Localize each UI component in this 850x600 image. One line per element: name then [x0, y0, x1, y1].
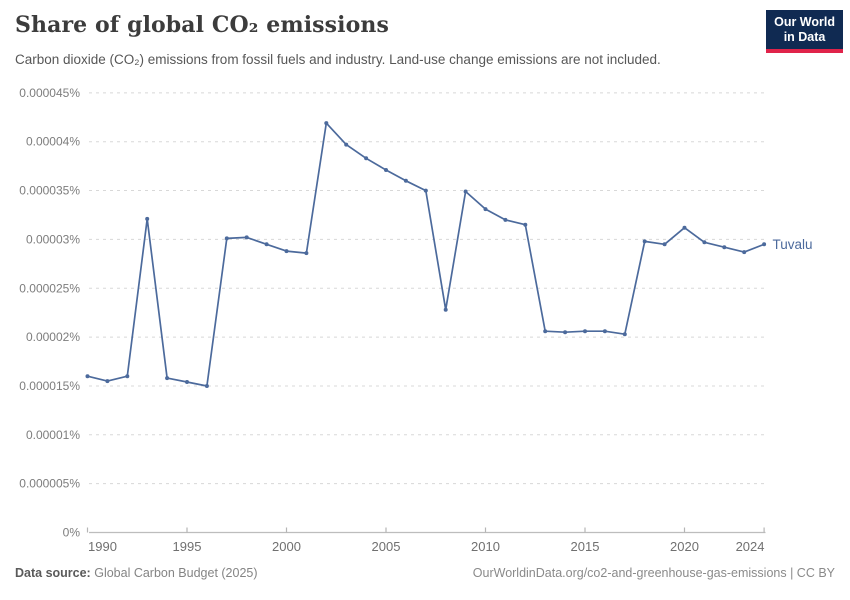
data-point-marker[interactable] [543, 329, 548, 334]
data-point-marker[interactable] [722, 245, 727, 250]
y-axis-labels: 0% 0.000005% 0.00001% 0.000015% 0.00002% 0.00… [19, 86, 80, 540]
data-point-marker[interactable] [662, 242, 667, 247]
series-tuvalu[interactable]: Tuvalu [85, 121, 813, 388]
y-tick-label: 0.00004% [26, 135, 80, 149]
y-tick-label: 0.000015% [19, 379, 80, 393]
chart-footer: Data source: Global Carbon Budget (2025)… [15, 566, 835, 580]
data-point-marker[interactable] [682, 225, 687, 230]
data-point-marker[interactable] [264, 242, 269, 247]
data-point-marker[interactable] [602, 329, 607, 334]
data-point-marker[interactable] [85, 374, 90, 379]
data-point-marker[interactable] [622, 332, 627, 337]
data-point-marker[interactable] [324, 121, 329, 126]
y-tick-label: 0.00003% [26, 232, 80, 246]
y-tick-label: 0.000045% [19, 86, 80, 100]
owid-logo-line1: Our World [774, 15, 835, 29]
y-tick-label: 0.000005% [19, 477, 80, 491]
series-line[interactable] [86, 122, 765, 387]
data-point-marker[interactable] [204, 384, 209, 388]
x-tick-label: 2020 [670, 539, 699, 554]
owid-logo-line2: in Data [783, 30, 826, 44]
data-point-marker[interactable] [344, 142, 349, 147]
credit-link[interactable]: OurWorldinData.org/co2-and-greenhouse-ga… [472, 566, 835, 580]
y-tick-label: 0.00001% [26, 428, 80, 442]
data-source-value: Global Carbon Budget (2025) [94, 566, 258, 580]
owid-logo[interactable]: Our World in Data [766, 10, 843, 53]
data-point-marker[interactable] [384, 168, 388, 172]
data-point-marker[interactable] [523, 222, 528, 227]
x-tick-label: 2010 [471, 539, 500, 554]
y-tick-label: 0% [63, 526, 81, 540]
data-point-marker[interactable] [165, 376, 170, 381]
x-tick-label: 2005 [372, 539, 401, 554]
data-point-marker[interactable] [244, 235, 249, 240]
y-tick-label: 0.00002% [26, 330, 80, 344]
y-tick-label: 0.000035% [19, 184, 80, 198]
y-tick-label: 0.000025% [19, 281, 80, 295]
x-axis: 1990 1995 2000 2005 2010 2015 2020 2024 [86, 527, 766, 554]
entity-label[interactable]: Tuvalu [773, 237, 813, 252]
data-point-marker[interactable] [284, 249, 289, 254]
data-point-marker[interactable] [762, 242, 767, 247]
data-point-marker[interactable] [145, 216, 150, 221]
data-point-marker[interactable] [563, 330, 568, 335]
chart-subtitle: Carbon dioxide (CO₂) emissions from foss… [15, 52, 661, 67]
data-point-marker[interactable] [503, 217, 508, 222]
data-point-marker[interactable] [483, 207, 488, 212]
data-point-marker[interactable] [105, 379, 110, 384]
data-point-marker[interactable] [463, 189, 468, 194]
gridlines [89, 92, 766, 485]
data-point-marker[interactable] [443, 307, 448, 312]
data-point-marker[interactable] [185, 380, 189, 384]
data-point-marker[interactable] [125, 374, 130, 379]
data-source: Data source: Global Carbon Budget (2025) [15, 566, 258, 580]
data-point-marker[interactable] [364, 156, 369, 161]
x-tick-label: 1995 [173, 539, 202, 554]
data-point-marker[interactable] [583, 329, 587, 334]
data-point-marker[interactable] [224, 236, 229, 241]
x-tick-label: 2000 [272, 539, 301, 554]
page-title: Share of global CO₂ emissions [15, 12, 389, 38]
data-point-marker[interactable] [403, 178, 408, 183]
x-tick-label: 1990 [88, 539, 117, 554]
data-source-label: Data source: [15, 566, 91, 580]
data-point-marker[interactable] [642, 239, 647, 244]
data-point-marker[interactable] [702, 240, 707, 245]
data-point-marker[interactable] [423, 188, 428, 193]
x-tick-label: 2015 [571, 539, 600, 554]
data-point-marker[interactable] [304, 251, 309, 256]
x-tick-label: 2024 [736, 539, 765, 554]
data-point-marker[interactable] [742, 250, 747, 255]
